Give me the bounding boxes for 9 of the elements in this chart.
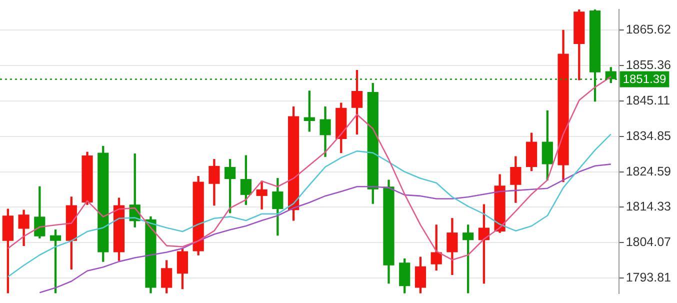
y-tick-label: 1793.81 [626,270,672,285]
y-tick-label: 1855.36 [626,58,672,72]
y-tick-label: 1804.07 [626,235,672,250]
y-tick-label: 1824.59 [626,164,672,178]
y-tick-label: 1865.62 [626,22,672,37]
y-tick-label: 1845.11 [626,93,670,108]
y-tick-label: 1814.33 [626,200,672,214]
ref-line-label: 1851.39 [622,72,667,86]
y-tick-label: 1834.85 [626,128,672,143]
